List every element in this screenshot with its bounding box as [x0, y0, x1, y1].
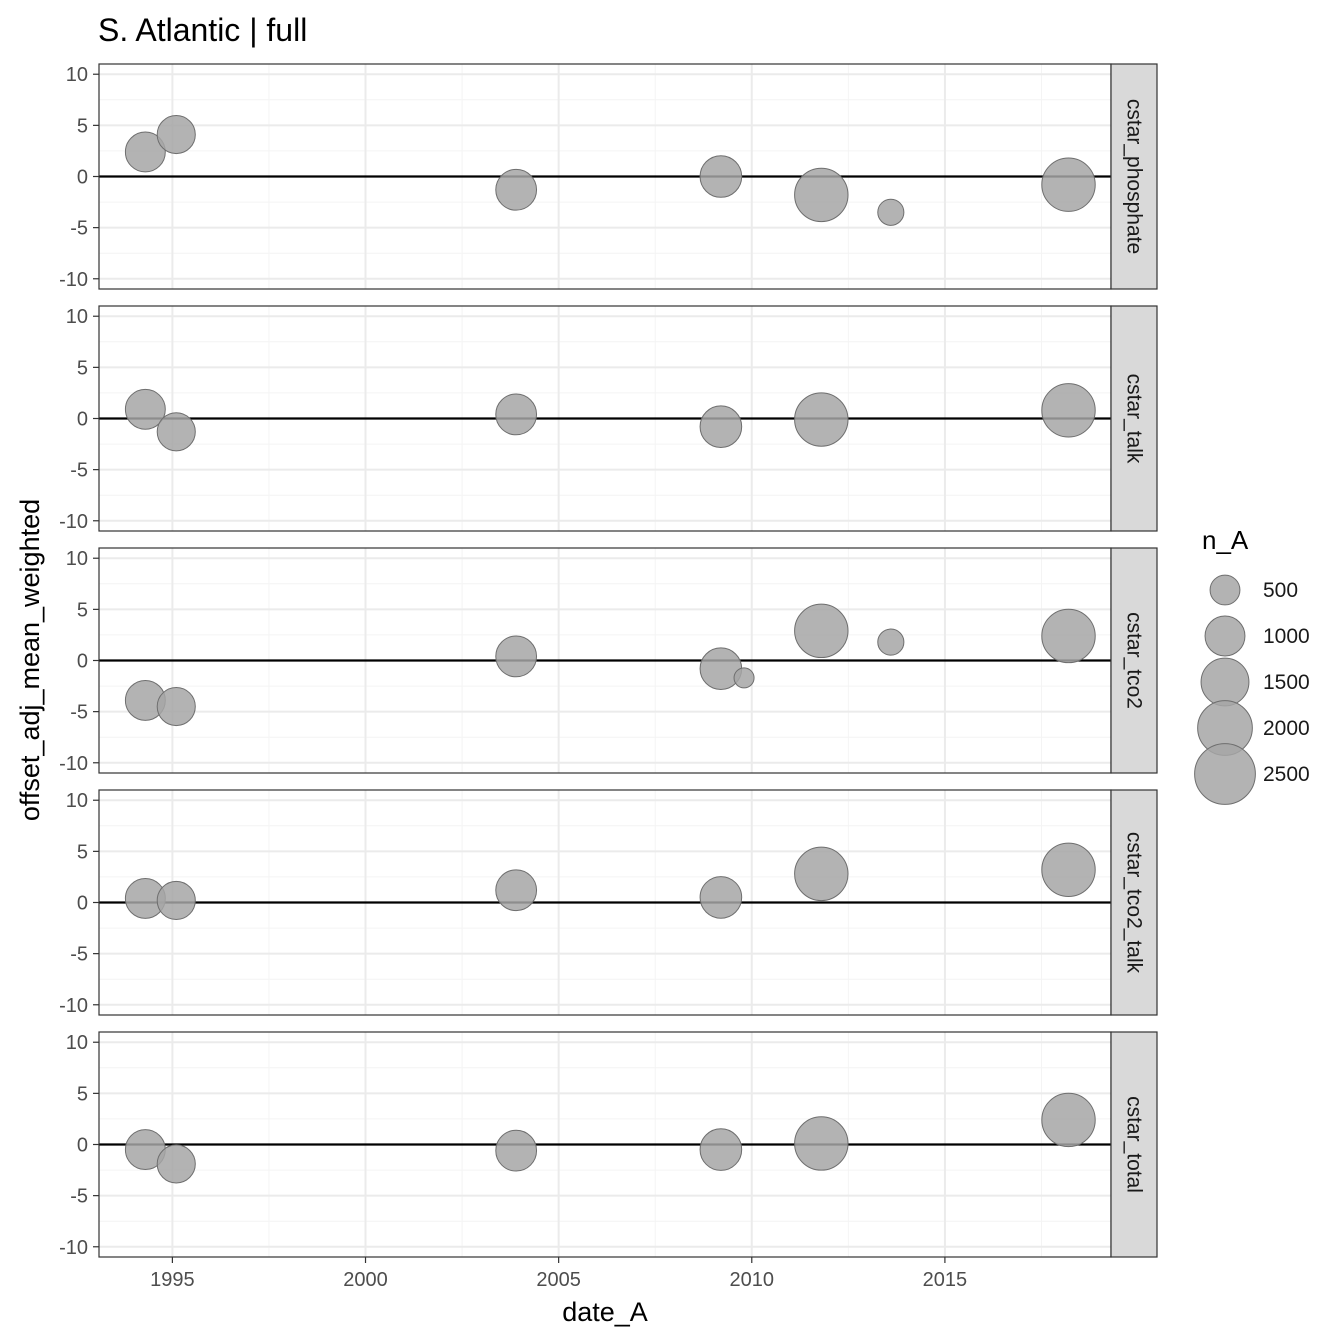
y-tick-label: -10: [59, 995, 88, 1017]
x-tick-label: 2015: [923, 1269, 968, 1291]
x-tick-label: 2010: [730, 1269, 775, 1291]
facet-panels: -10 -5 0 5 10 cstar_phosphate -10 -5 0 5 10 cstar_t…: [59, 63, 1158, 1291]
y-tick-label: -5: [70, 1186, 88, 1208]
data-point: [156, 115, 196, 155]
legend-label: 2000: [1263, 717, 1310, 740]
data-point: [699, 155, 743, 198]
data-point: [699, 405, 743, 448]
x-axis-label: date_A: [562, 1297, 648, 1327]
y-tick-label: -10: [59, 1237, 88, 1259]
facet-strip: [1110, 789, 1158, 1016]
data-point: [794, 392, 849, 447]
data-point: [1041, 157, 1096, 212]
data-point: [733, 667, 755, 689]
data-point: [156, 686, 196, 727]
facet-strip-label: cstar_tco2: [1123, 612, 1146, 709]
facet-panel-cstar_phosphate: -10 -5 0 5 10 cstar_phosphate: [59, 63, 1158, 291]
data-point: [794, 1116, 849, 1171]
facet-strip-label: cstar_talk: [1123, 374, 1146, 464]
facet-panel-cstar_tco2_talk: -10 -5 0 5 10 cstar_tco2_talk: [59, 789, 1158, 1017]
y-tick-label: 10: [66, 790, 88, 812]
y-tick-label: 5: [77, 115, 88, 137]
y-tick-label: -10: [59, 511, 88, 533]
data-point: [1041, 608, 1096, 664]
y-tick-label: -10: [59, 269, 88, 291]
y-tick-label: -5: [70, 702, 88, 724]
facet-strip: [1110, 1031, 1158, 1258]
data-point: [156, 880, 196, 921]
data-point: [877, 198, 905, 226]
facet-strip-label: cstar_phosphate: [1123, 99, 1146, 254]
data-point: [1041, 842, 1096, 897]
data-point: [794, 603, 849, 659]
data-point: [699, 876, 743, 919]
data-point: [1041, 383, 1096, 438]
y-tick-label: 5: [77, 1083, 88, 1105]
data-point: [699, 1128, 743, 1171]
legend-key: [1209, 574, 1241, 606]
data-point: [495, 393, 538, 436]
data-point: [124, 388, 166, 430]
y-tick-label: 0: [77, 409, 88, 431]
legend-title: n_A: [1202, 525, 1249, 555]
chart-title: S. Atlantic | full: [98, 12, 307, 48]
y-tick-label: -5: [70, 460, 88, 482]
x-tick-label: 2000: [343, 1269, 388, 1291]
facet-strip: [1110, 547, 1158, 774]
data-point: [495, 869, 538, 912]
data-point: [794, 167, 849, 223]
data-point: [495, 168, 538, 211]
facet-panel-cstar_total: -10 -5 0 5 10 cstar_total: [59, 1031, 1158, 1259]
data-point: [794, 846, 849, 902]
x-tick-label: 1995: [150, 1269, 195, 1291]
y-tick-label: -5: [70, 218, 88, 240]
y-tick-label: 0: [77, 167, 88, 189]
legend-key: [1204, 615, 1246, 657]
x-axis: 1995 2000 2005 2010 2015: [150, 1257, 967, 1291]
legend-label: 1500: [1263, 671, 1310, 694]
y-tick-label: 0: [77, 651, 88, 673]
y-tick-label: 10: [66, 306, 88, 328]
data-point: [156, 412, 196, 452]
y-tick-label: 10: [66, 1032, 88, 1054]
facet-panel-cstar_talk: -10 -5 0 5 10 cstar_talk: [59, 305, 1158, 533]
data-point: [877, 628, 905, 656]
y-tick-label: 0: [77, 893, 88, 915]
y-tick-label: 5: [77, 357, 88, 379]
y-tick-label: 0: [77, 1135, 88, 1157]
y-tick-label: -5: [70, 944, 88, 966]
data-point: [156, 1144, 196, 1184]
facet-strip: [1110, 63, 1158, 290]
data-point: [495, 1129, 538, 1172]
y-tick-label: -10: [59, 753, 88, 775]
data-point: [495, 635, 538, 678]
legend-label: 500: [1263, 579, 1298, 602]
legend: n_A 500 1000 1500 2000 2500: [1194, 525, 1310, 805]
legend-key: [1200, 657, 1250, 707]
data-point: [1041, 1092, 1096, 1148]
facet-strip: [1110, 305, 1158, 532]
y-tick-label: 10: [66, 64, 88, 86]
y-tick-label: 10: [66, 548, 88, 570]
x-tick-label: 2005: [536, 1269, 581, 1291]
legend-label: 2500: [1263, 763, 1310, 786]
y-axis-label: offset_adj_mean_weighted: [15, 499, 45, 821]
data-point: [124, 131, 166, 173]
legend-key: [1194, 743, 1256, 805]
legend-label: 1000: [1263, 625, 1310, 648]
facet-strip-label: cstar_total: [1123, 1096, 1146, 1193]
y-tick-label: 5: [77, 841, 88, 863]
facet-strip-label: cstar_tco2_talk: [1123, 832, 1146, 974]
facet-panel-cstar_tco2: -10 -5 0 5 10 cstar_tco2: [59, 547, 1158, 775]
y-tick-label: 5: [77, 599, 88, 621]
